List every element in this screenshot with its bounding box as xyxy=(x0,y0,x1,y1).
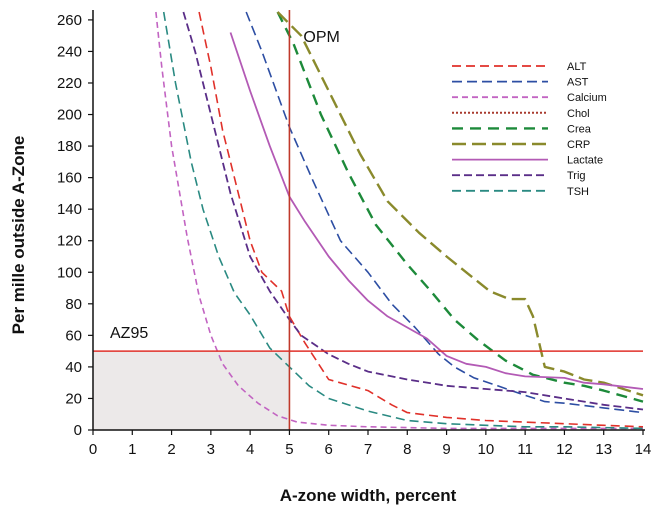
series-line-alt xyxy=(198,11,644,428)
y-tick-label: 220 xyxy=(57,75,82,92)
y-tick-label: 140 xyxy=(57,201,82,218)
y-tick-label: 20 xyxy=(65,390,82,407)
x-tick-label: 14 xyxy=(635,441,652,458)
series-line-tsh xyxy=(162,11,644,430)
y-tick-label: 120 xyxy=(57,233,82,250)
x-tick-label: 1 xyxy=(128,441,136,458)
x-tick-label: 12 xyxy=(556,441,573,458)
x-tick-label: 3 xyxy=(207,441,215,458)
legend-label-trig: Trig xyxy=(567,170,586,182)
y-tick-label: 80 xyxy=(65,296,82,313)
series-line-lactate xyxy=(229,32,644,390)
y-tick-label: 60 xyxy=(65,327,82,344)
legend-label-chol: Chol xyxy=(567,108,590,120)
series-line-trig xyxy=(182,11,644,411)
x-tick-label: 13 xyxy=(595,441,612,458)
x-tick-label: 9 xyxy=(442,441,450,458)
y-tick-label: 260 xyxy=(57,12,82,29)
legend-label-crea: Crea xyxy=(567,123,592,135)
x-axis-title: A-zone width, percent xyxy=(280,486,457,505)
series-line-crea xyxy=(276,11,644,403)
legend-label-calcium: Calcium xyxy=(567,92,607,104)
x-tick-label: 11 xyxy=(517,441,533,458)
legend-label-alt: ALT xyxy=(567,61,587,73)
x-tick-label: 7 xyxy=(364,441,372,458)
series-line-ast xyxy=(245,11,644,414)
y-tick-label: 100 xyxy=(57,264,82,281)
x-tick-label: 8 xyxy=(403,441,411,458)
legend-label-tsh: TSH xyxy=(567,186,589,198)
x-axis-ticks: 0 1 2 3 4 5 6 7 8 9 10 11 12 13 14 xyxy=(89,430,652,458)
opm-label: OPM xyxy=(303,29,339,46)
az95-shaded-region xyxy=(93,351,290,430)
x-tick-label: 0 xyxy=(89,441,97,458)
series-line-crp xyxy=(276,11,644,397)
y-tick-label: 40 xyxy=(65,359,82,376)
x-tick-label: 2 xyxy=(167,441,175,458)
y-tick-label: 0 xyxy=(74,422,82,439)
x-tick-label: 10 xyxy=(478,441,495,458)
legend: ALT AST Calcium Chol Crea CRP Lactate Trig TSH xyxy=(452,61,607,198)
y-tick-label: 200 xyxy=(57,107,82,124)
y-axis-title: Per mille outside A-Zone xyxy=(9,136,28,335)
y-tick-label: 160 xyxy=(57,170,82,187)
series-line-calcium xyxy=(155,11,643,430)
legend-label-crp: CRP xyxy=(567,139,590,151)
y-tick-label: 180 xyxy=(57,138,82,155)
x-tick-label: 4 xyxy=(246,441,254,458)
y-axis-ticks: 0 20 40 60 80 100 120 140 160 180 200 220 240 260 xyxy=(57,12,93,439)
x-tick-label: 5 xyxy=(285,441,293,458)
legend-label-ast: AST xyxy=(567,77,589,89)
legend-label-lactate: Lactate xyxy=(567,155,603,167)
y-tick-label: 240 xyxy=(57,43,82,60)
x-tick-label: 6 xyxy=(325,441,333,458)
az95-label: AZ95 xyxy=(110,325,148,342)
series-layer xyxy=(155,11,644,430)
